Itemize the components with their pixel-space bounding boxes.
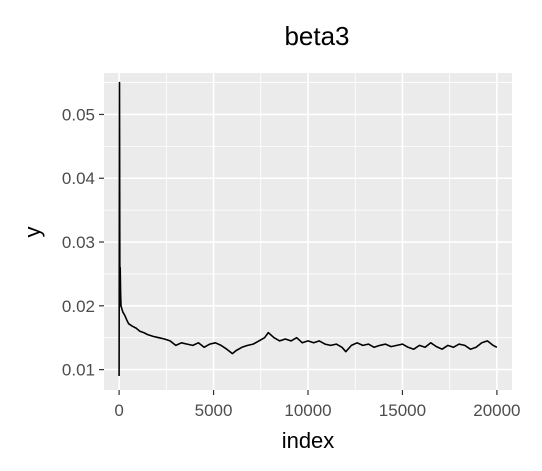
y-tick-label: 0.03 [62, 233, 95, 252]
x-tick-label: 10000 [284, 401, 331, 420]
series-layer [118, 81, 498, 377]
y-tick-label: 0.02 [62, 297, 95, 316]
x-tick-label: 5000 [195, 401, 233, 420]
x-axis-title: index [282, 428, 335, 453]
x-tick-label: 15000 [379, 401, 426, 420]
y-axis: 0.01 0.02 0.03 0.04 0.05 [62, 105, 104, 380]
trace-series-line [118, 81, 498, 377]
y-tick-label: 0.05 [62, 105, 95, 124]
x-tick-label: 20000 [473, 401, 520, 420]
y-axis-title: y [20, 227, 45, 238]
x-axis: 0 5000 10000 15000 20000 [114, 390, 521, 420]
y-tick-label: 0.01 [62, 361, 95, 380]
chart-title: beta3 [284, 21, 349, 51]
x-tick-label: 0 [114, 401, 123, 420]
y-tick-label: 0.04 [62, 169, 95, 188]
